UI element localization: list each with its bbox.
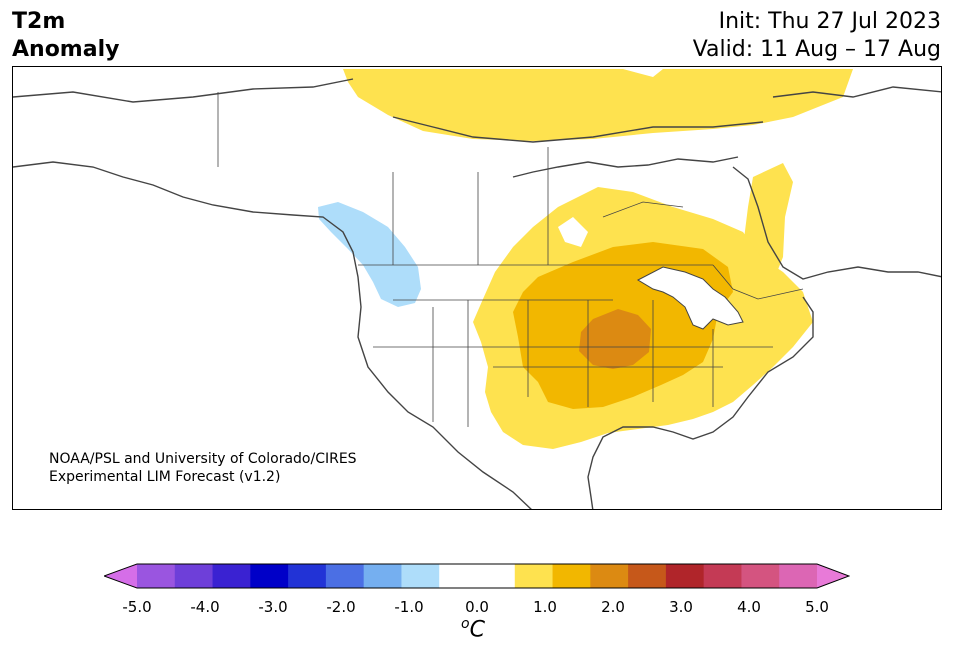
colorbar-cell	[477, 564, 516, 588]
colorbar	[104, 563, 850, 589]
colorbar-outline	[104, 563, 850, 589]
init-date: Init: Thu 27 Jul 2023	[718, 9, 941, 34]
colorbar-cell	[212, 564, 251, 588]
colorbar-cell	[401, 564, 440, 588]
colorbar-cell	[817, 564, 849, 588]
colorbar-tick-label: -3.0	[258, 598, 288, 616]
warm-region-arctic	[343, 69, 853, 141]
coastlines	[13, 78, 941, 509]
map-title: T2m Anomaly	[12, 8, 119, 64]
map-panel	[12, 66, 942, 510]
colorbar-tick-label: -1.0	[394, 598, 424, 616]
credit-text: NOAA/PSL and University of Colorado/CIRE…	[49, 450, 357, 486]
colorbar-cell	[288, 564, 327, 588]
credit-line-2: Experimental LIM Forecast (v1.2)	[49, 469, 281, 485]
title-line-1: T2m	[12, 9, 66, 34]
anomaly-map	[13, 69, 941, 509]
colorbar-tick-label: 2.0	[601, 598, 625, 616]
colorbar-cell	[250, 564, 289, 588]
colorbar-cell	[325, 564, 365, 588]
colorbar-unit: oC	[461, 616, 485, 642]
colorbar-cell	[363, 564, 402, 588]
colorbar-cell	[703, 564, 742, 588]
colorbar-tick-label: 0.0	[465, 598, 489, 616]
colorbar-tick-label: -4.0	[190, 598, 220, 616]
colorbar-tick-label: 3.0	[669, 598, 693, 616]
colorbar-cells	[104, 564, 849, 588]
forecast-dates: Init: Thu 27 Jul 2023 Valid: 11 Aug – 17…	[693, 8, 941, 64]
colorbar-cell	[665, 564, 705, 588]
colorbar-cell	[439, 564, 478, 588]
colorbar-cell	[514, 564, 554, 588]
colorbar-tick-label: -2.0	[326, 598, 356, 616]
cool-region-northwest	[318, 202, 421, 307]
colorbar-tick-label: -5.0	[122, 598, 152, 616]
great-lakes	[636, 266, 744, 330]
colorbar-cell	[104, 564, 137, 588]
unit-letter: C	[469, 617, 485, 643]
colorbar-tick-label: 4.0	[737, 598, 761, 616]
colorbar-tick-label: 1.0	[533, 598, 557, 616]
colorbar-cell	[137, 564, 176, 588]
colorbar-cell	[779, 564, 818, 588]
colorbar-cell	[552, 564, 591, 588]
colorbar-cell	[590, 564, 629, 588]
valid-range: Valid: 11 Aug – 17 Aug	[692, 37, 941, 62]
warm-region-core	[579, 309, 651, 369]
colorbar-cell	[628, 564, 667, 588]
borders	[217, 92, 804, 427]
unit-degree: o	[461, 616, 470, 632]
hudson-gap	[558, 217, 588, 247]
credit-line-1: NOAA/PSL and University of Colorado/CIRE…	[49, 451, 357, 467]
colorbar-cell	[741, 564, 780, 588]
title-line-2: Anomaly	[12, 37, 120, 62]
colorbar-tick-label: 5.0	[805, 598, 829, 616]
colorbar-cell	[174, 564, 214, 588]
